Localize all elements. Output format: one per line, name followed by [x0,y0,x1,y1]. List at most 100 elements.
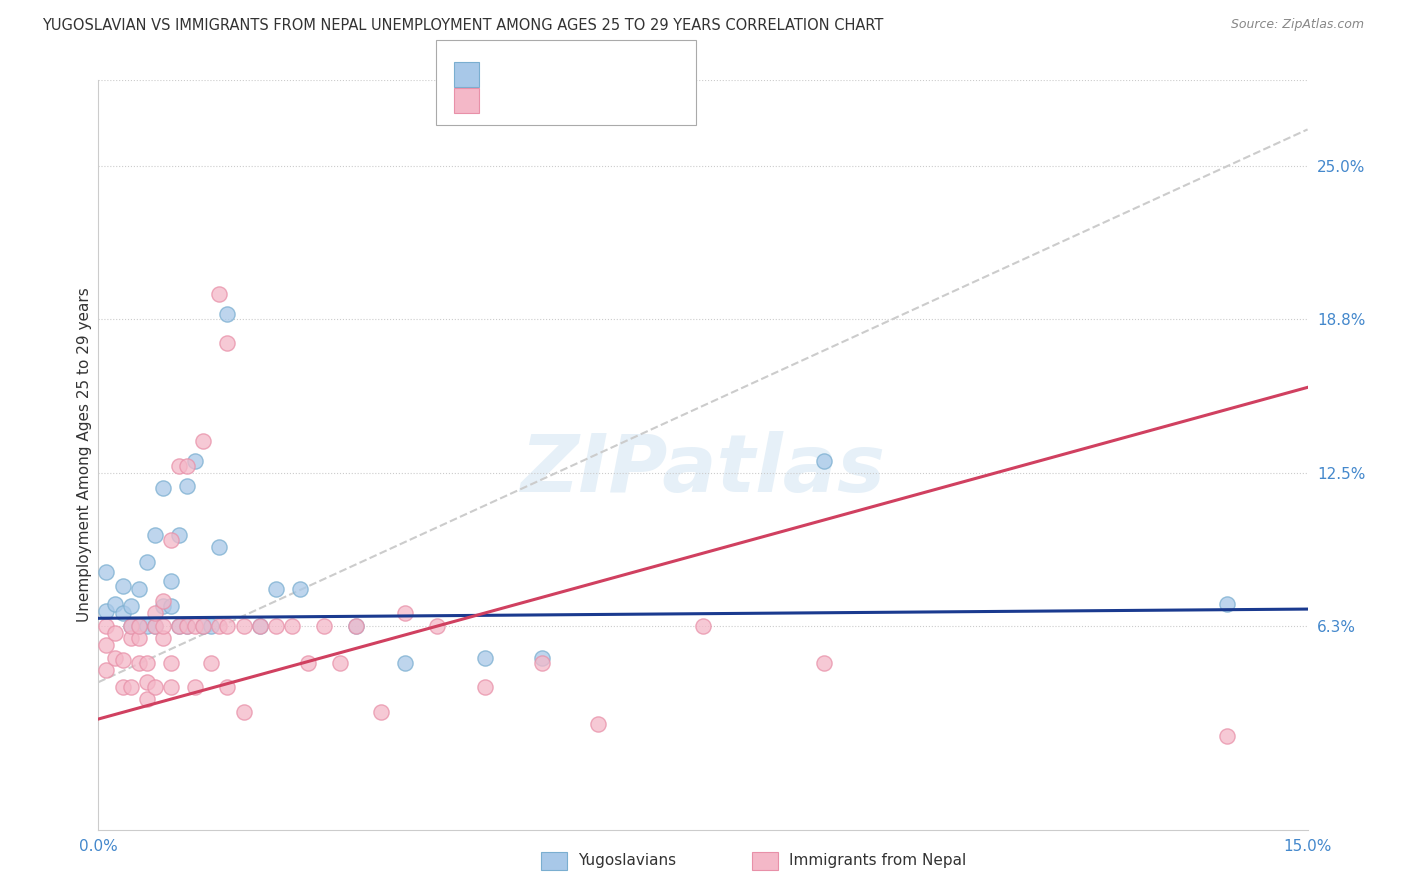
Point [128,618,150,632]
Point [530,650,553,665]
Point [128,631,150,645]
Point [120,680,142,694]
Point [128,582,150,596]
Point [217,336,239,351]
Y-axis label: Unemployment Among Ages 25 to 29 years: Unemployment Among Ages 25 to 29 years [77,287,91,623]
Point [135,555,157,569]
Point [96,663,118,677]
Point [264,582,287,596]
Text: 0.024: 0.024 [522,68,569,82]
Point [208,287,231,301]
Point [813,454,835,468]
Point [344,618,367,632]
Point [135,618,157,632]
Point [160,680,183,694]
Text: 0.478: 0.478 [522,94,569,108]
Text: Immigrants from Nepal: Immigrants from Nepal [789,854,966,868]
Point [103,650,125,665]
Text: YUGOSLAVIAN VS IMMIGRANTS FROM NEPAL UNEMPLOYMENT AMONG AGES 25 TO 29 YEARS CORR: YUGOSLAVIAN VS IMMIGRANTS FROM NEPAL UNE… [42,18,883,33]
Point [167,618,190,632]
Point [135,656,157,670]
Text: 33: 33 [614,68,636,82]
Point [120,599,142,613]
Point [111,607,134,621]
Point [297,656,319,670]
Point [184,680,207,694]
Point [120,618,142,632]
Point [160,533,183,547]
Point [586,717,609,731]
Point [217,307,239,321]
Point [160,599,183,613]
Point [111,653,134,667]
Point [200,618,222,632]
Point [167,458,190,473]
Text: N =: N = [582,94,616,108]
Point [288,582,311,596]
Point [111,579,134,593]
Text: N =: N = [582,68,616,82]
Point [128,618,150,632]
Text: Source: ZipAtlas.com: Source: ZipAtlas.com [1230,18,1364,31]
Point [474,680,496,694]
Point [160,574,183,589]
Point [264,618,287,632]
Point [120,631,142,645]
Point [193,618,215,632]
Point [1216,729,1239,743]
Point [135,692,157,706]
Point [135,675,157,690]
Point [193,434,215,449]
Point [344,618,367,632]
Point [281,618,304,632]
Point [474,650,496,665]
Point [426,618,449,632]
Point [143,607,166,621]
Point [96,565,118,579]
Point [103,626,125,640]
Point [143,680,166,694]
Point [160,656,183,670]
Point [96,604,118,618]
Point [143,618,166,632]
Point [111,680,134,694]
Point [152,599,174,613]
Text: R =: R = [491,68,524,82]
Point [370,705,392,719]
Point [128,656,150,670]
Point [176,618,198,632]
Point [167,528,190,542]
Point [167,618,190,632]
Point [96,618,118,632]
Point [208,618,231,632]
Point [143,528,166,542]
Point [176,458,198,473]
Point [152,481,174,495]
Point [184,454,207,468]
Point [329,656,352,670]
Point [1216,597,1239,611]
Point [813,656,835,670]
Text: ZIPatlas: ZIPatlas [520,431,886,509]
Point [103,597,125,611]
Point [96,638,118,652]
Point [152,631,174,645]
Point [249,618,271,632]
Point [394,656,416,670]
Point [394,607,416,621]
Point [314,618,336,632]
Point [200,656,222,670]
Point [217,618,239,632]
Point [143,618,166,632]
Text: R =: R = [491,94,524,108]
Point [193,618,215,632]
Point [184,618,207,632]
Point [530,656,553,670]
Point [120,618,142,632]
Text: 57: 57 [614,94,636,108]
Point [152,618,174,632]
Point [208,540,231,554]
Point [152,594,174,608]
Point [692,618,714,632]
Text: Yugoslavians: Yugoslavians [578,854,676,868]
